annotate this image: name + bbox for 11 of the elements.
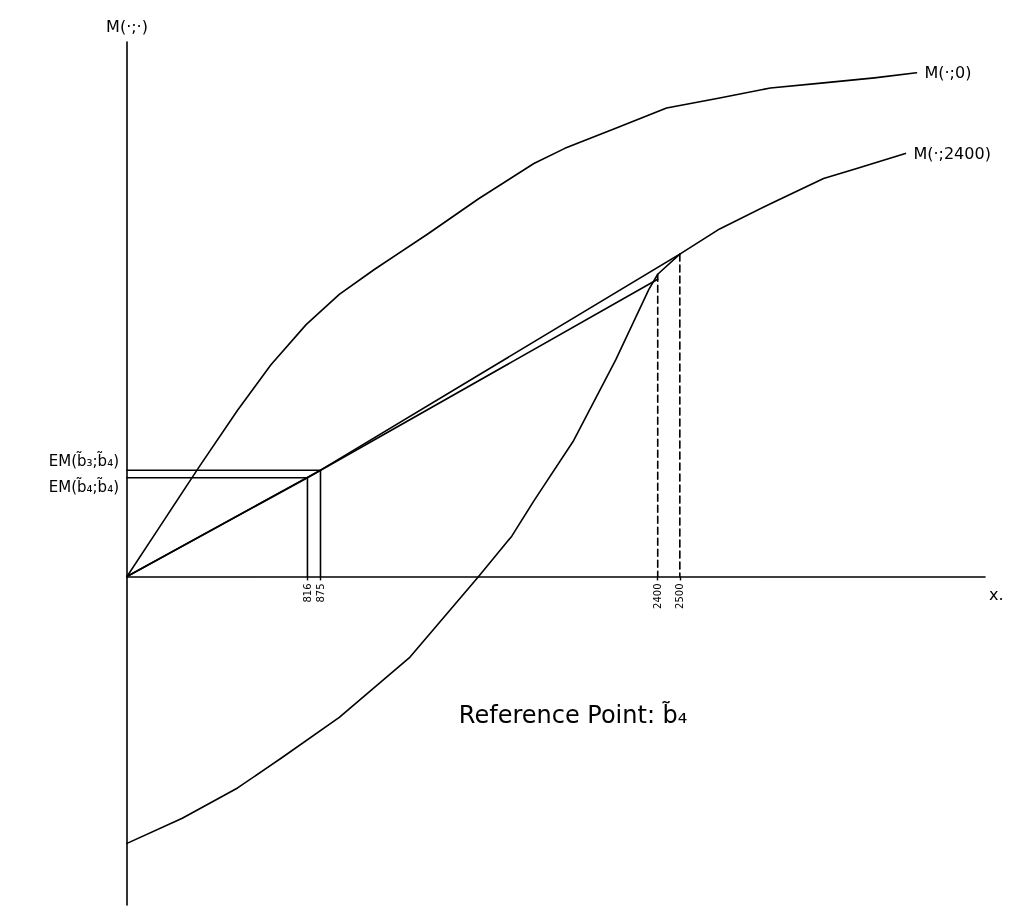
series-label: M(·;0) bbox=[924, 63, 972, 83]
x-tick-label: 2500 bbox=[674, 583, 686, 609]
series-label: M(·;2400) bbox=[913, 143, 991, 163]
annotation: EM(b̃₄;b̃₄) bbox=[48, 477, 119, 496]
annotation: Reference Point: b̃₄ bbox=[458, 700, 688, 730]
annotation: EM(b̃₃;b̃₄) bbox=[48, 451, 119, 470]
x-tick-label: 816 bbox=[301, 583, 313, 603]
y-axis-title: M(·;·) bbox=[106, 16, 148, 36]
x-tick-label: 875 bbox=[314, 583, 326, 603]
x-axis-title: x. bbox=[989, 584, 1004, 604]
x-tick-label: 2400 bbox=[652, 583, 664, 609]
